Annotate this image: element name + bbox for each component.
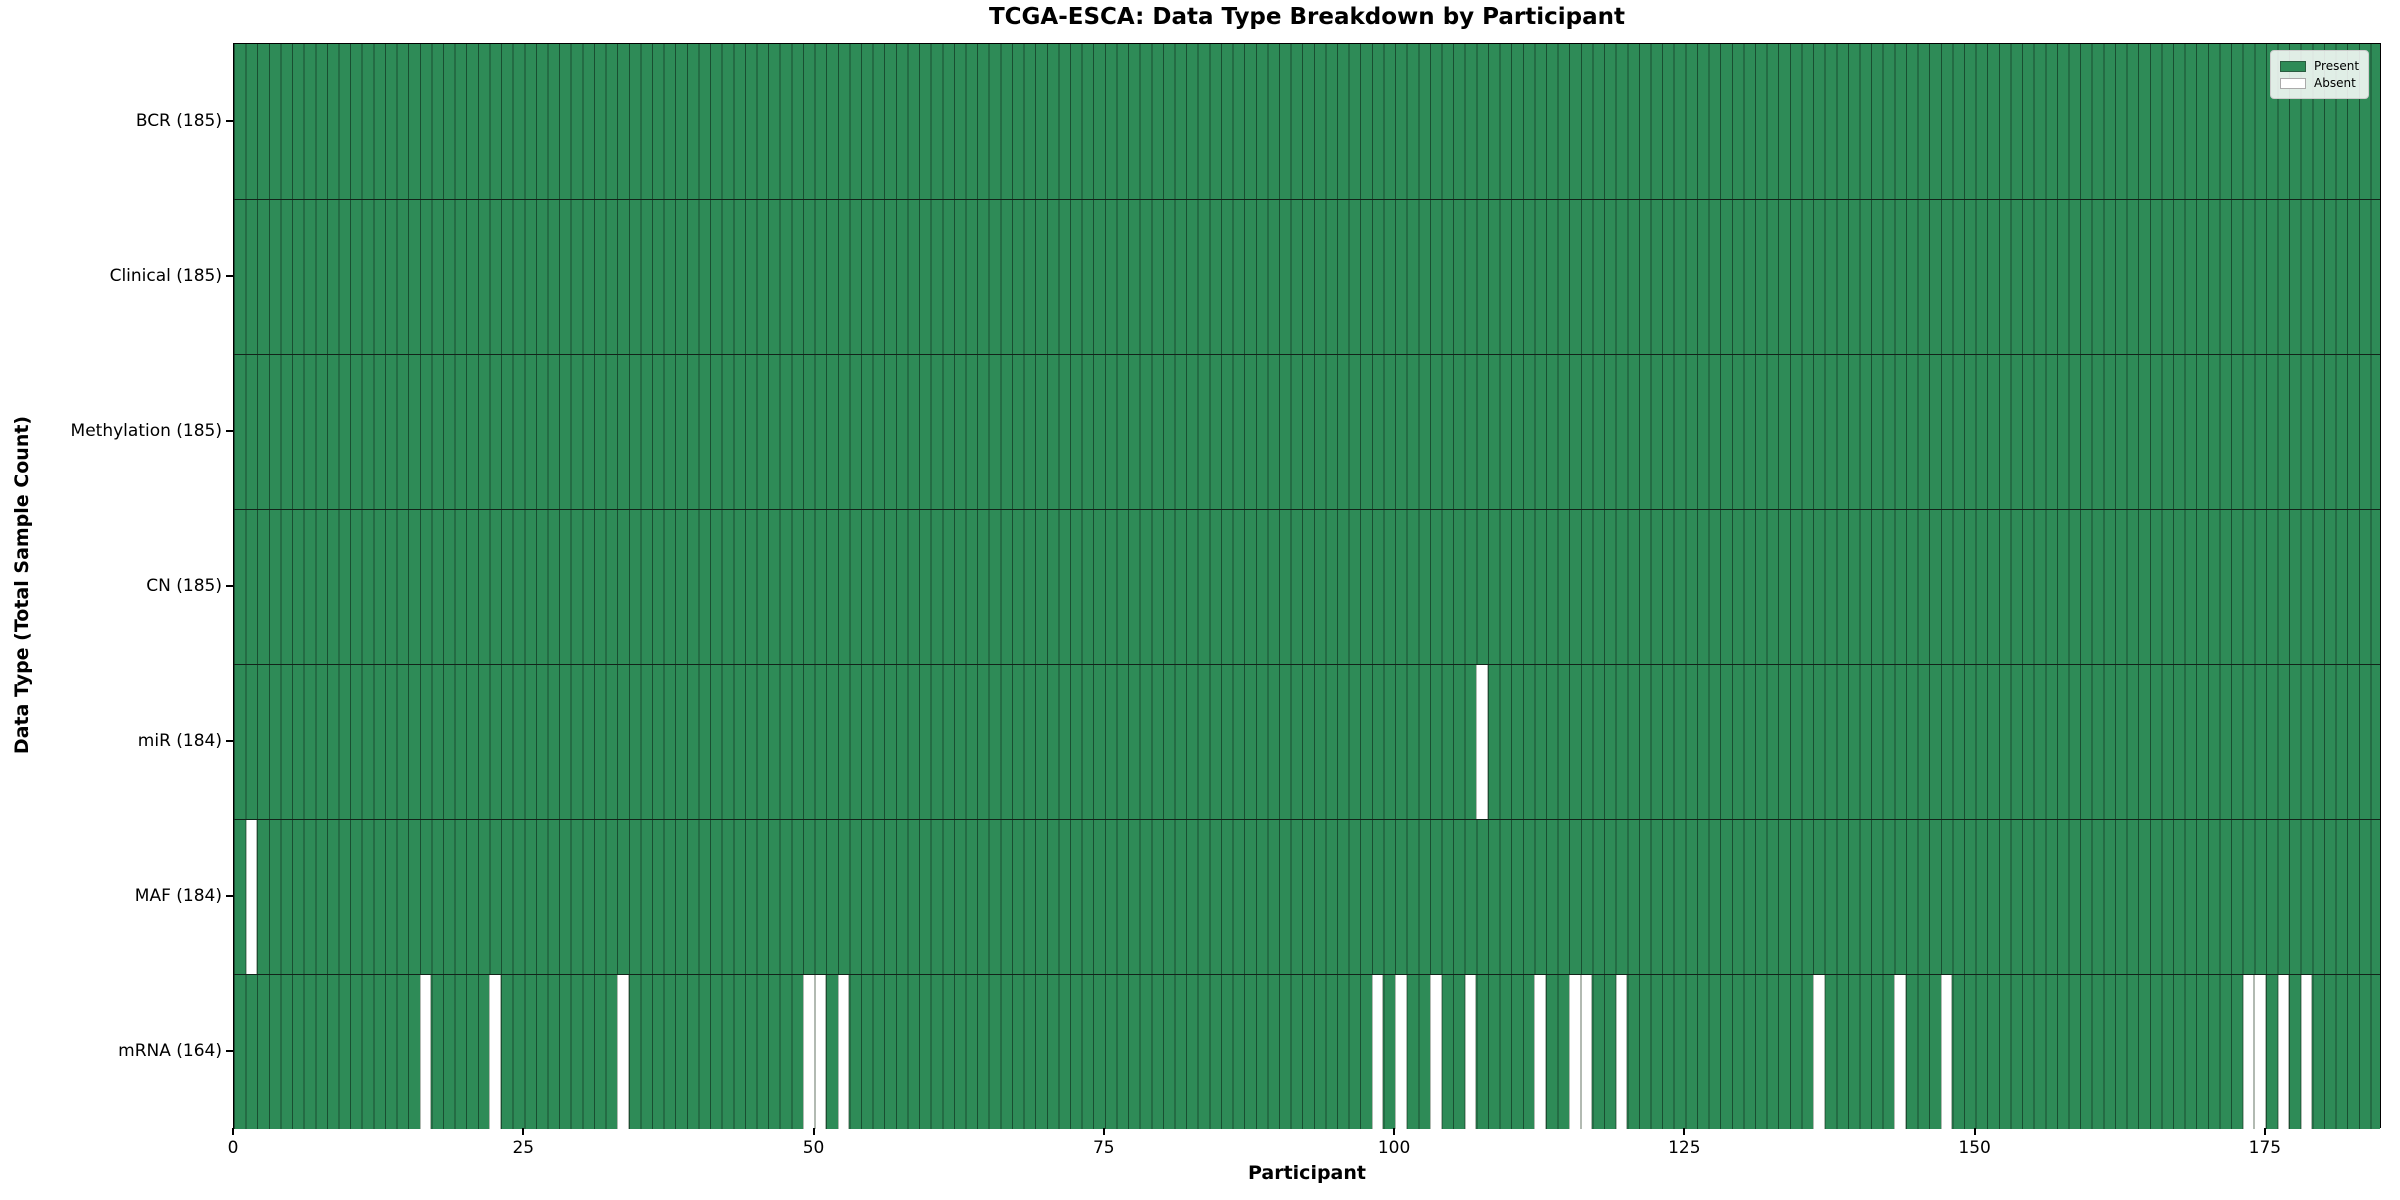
absent-gap-mRNA-100: [1395, 975, 1407, 1129]
absent-gap-mRNA-49: [802, 975, 815, 1129]
legend-swatch-absent: [2280, 77, 2306, 89]
x-tick-mark: [1393, 1128, 1396, 1135]
legend-item-absent: Absent: [2280, 76, 2359, 90]
y-tick-label-Clinical: Clinical (185): [109, 265, 222, 286]
plot-area: [233, 43, 2381, 1129]
row-MAF: [234, 819, 2380, 974]
x-tick-mark: [2263, 1128, 2266, 1135]
x-axis-label: Participant: [1247, 1162, 1366, 1184]
legend-label: Absent: [2314, 76, 2356, 90]
x-tick-mark: [1683, 1128, 1686, 1135]
y-tick-label-BCR: BCR (185): [135, 110, 222, 131]
y-tick-mark: [226, 1049, 233, 1052]
absent-gap-mRNA-147: [1940, 975, 1953, 1129]
absent-gap-mRNA-52: [837, 975, 850, 1129]
x-tick-label-175: 175: [2248, 1138, 2282, 1158]
y-tick-mark: [226, 274, 233, 277]
absent-gap-mRNA-178: [2300, 975, 2313, 1129]
absent-gap-mRNA-16: [419, 975, 432, 1129]
legend: Present Absent: [2270, 50, 2370, 99]
row-miR: [234, 664, 2380, 819]
row-Clinical: [234, 199, 2380, 354]
x-tick-mark: [522, 1128, 525, 1135]
chart-title: TCGA-ESCA: Data Type Breakdown by Partic…: [988, 4, 1626, 30]
absent-gap-mRNA-143: [1894, 975, 1906, 1129]
row-mRNA: [234, 974, 2380, 1129]
y-tick-label-MAF: MAF (184): [134, 885, 222, 906]
x-tick-mark: [232, 1128, 234, 1135]
absent-gap-miR-107: [1476, 665, 1488, 819]
y-tick-mark: [226, 894, 233, 897]
x-tick-label-150: 150: [1958, 1138, 1991, 1158]
absent-gap-mRNA-119: [1615, 975, 1628, 1129]
y-tick-mark: [226, 739, 233, 742]
legend-swatch-present: [2280, 60, 2306, 72]
row-Methylation: [234, 354, 2380, 509]
absent-gap-mRNA-33: [617, 975, 629, 1129]
x-tick-mark: [1973, 1128, 1976, 1135]
absent-gap-MAF-1: [245, 820, 258, 974]
x-tick-label-100: 100: [1377, 1138, 1411, 1158]
y-tick-label-Methylation: Methylation (185): [70, 420, 222, 441]
x-tick-label-25: 25: [512, 1138, 535, 1158]
absent-gap-mRNA-174: [2254, 975, 2266, 1129]
x-tick-label-50: 50: [802, 1138, 825, 1158]
absent-gap-mRNA-22: [489, 975, 502, 1129]
absent-gap-mRNA-116: [1580, 975, 1593, 1129]
absent-gap-mRNA-136: [1813, 975, 1825, 1129]
absent-gap-mRNA-50: [814, 975, 827, 1129]
y-tick-mark: [226, 119, 233, 122]
x-tick-mark: [1102, 1128, 1105, 1135]
absent-gap-mRNA-103: [1429, 975, 1442, 1129]
y-tick-mark: [226, 584, 233, 587]
absent-gap-mRNA-106: [1464, 975, 1477, 1129]
y-tick-mark: [226, 429, 233, 432]
absent-gap-mRNA-98: [1371, 975, 1384, 1129]
y-tick-label-CN: CN (185): [146, 575, 222, 596]
row-BCR: [234, 44, 2380, 199]
x-tick-label-0: 0: [227, 1138, 239, 1158]
x-tick-label-125: 125: [1668, 1138, 1701, 1158]
y-tick-label-miR: miR (184): [137, 730, 222, 751]
x-tick-mark: [812, 1128, 815, 1135]
absent-gap-mRNA-176: [2277, 975, 2290, 1129]
y-tick-label-mRNA: mRNA (164): [118, 1040, 222, 1061]
absent-gap-mRNA-173: [2242, 975, 2255, 1129]
absent-gap-mRNA-112: [1534, 975, 1547, 1129]
x-tick-label-75: 75: [1092, 1138, 1115, 1158]
row-CN: [234, 509, 2380, 664]
legend-label: Present: [2314, 59, 2360, 73]
legend-item-present: Present: [2280, 59, 2359, 73]
absent-gap-mRNA-115: [1569, 975, 1581, 1129]
